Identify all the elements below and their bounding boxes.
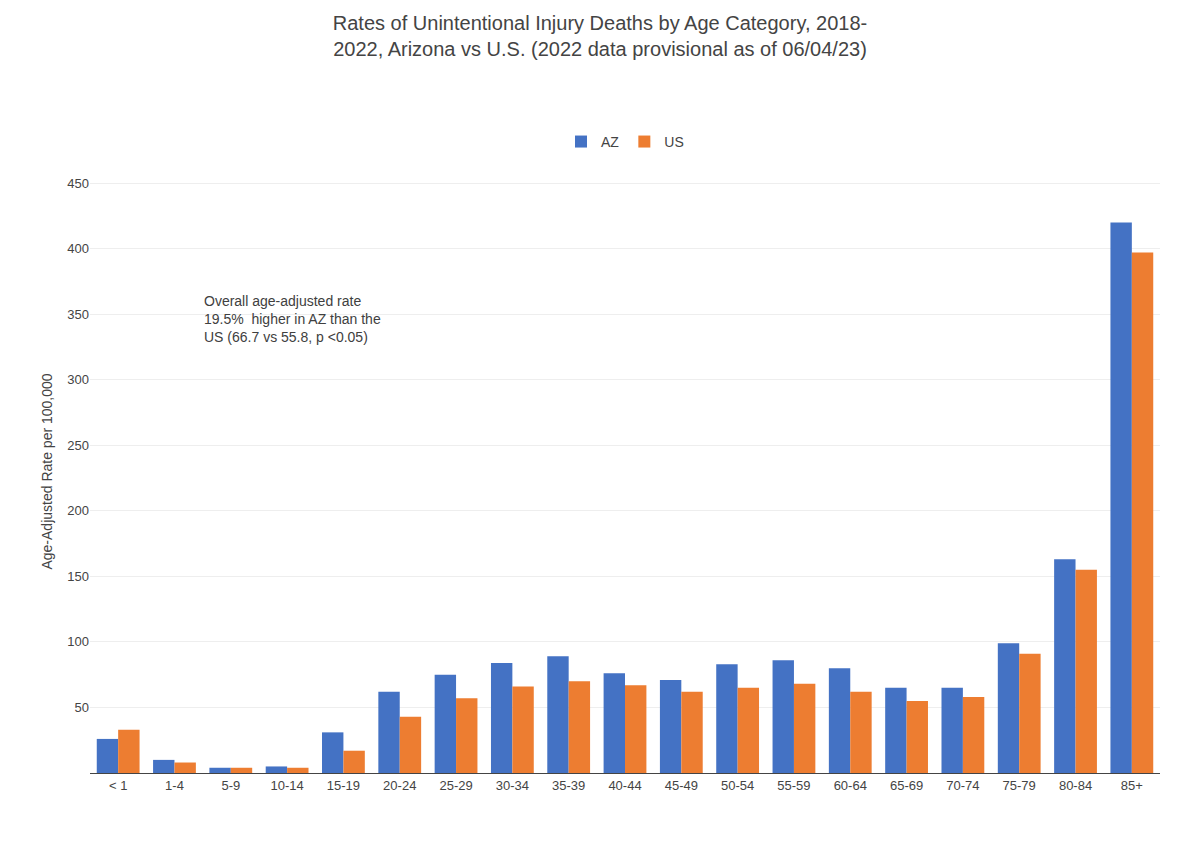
svg-text:55-59: 55-59 [777, 778, 810, 793]
svg-text:65-69: 65-69 [890, 778, 923, 793]
svg-text:40-44: 40-44 [608, 778, 641, 793]
svg-text:85+: 85+ [1121, 778, 1143, 793]
svg-text:300: 300 [67, 372, 89, 387]
svg-text:35-39: 35-39 [552, 778, 585, 793]
svg-text:Age-Adjusted Rate per 100,000: Age-Adjusted Rate per 100,000 [39, 373, 55, 569]
svg-text:100: 100 [67, 634, 89, 649]
svg-text:450: 450 [67, 176, 89, 191]
svg-text:15-19: 15-19 [327, 778, 360, 793]
svg-text:150: 150 [67, 569, 89, 584]
svg-text:250: 250 [67, 438, 89, 453]
svg-text:Overall age-adjusted rate19.5%: Overall age-adjusted rate19.5% higher in… [204, 293, 381, 345]
svg-text:60-64: 60-64 [834, 778, 867, 793]
svg-text:50-54: 50-54 [721, 778, 754, 793]
svg-text:50: 50 [75, 700, 89, 715]
svg-text:25-29: 25-29 [439, 778, 472, 793]
svg-text:75-79: 75-79 [1003, 778, 1036, 793]
svg-text:US: US [664, 134, 683, 150]
svg-text:AZ: AZ [601, 134, 619, 150]
svg-text:80-84: 80-84 [1059, 778, 1092, 793]
svg-text:< 1: < 1 [109, 778, 127, 793]
svg-text:20-24: 20-24 [383, 778, 416, 793]
svg-text:70-74: 70-74 [946, 778, 979, 793]
svg-text:5-9: 5-9 [221, 778, 240, 793]
svg-text:10-14: 10-14 [270, 778, 303, 793]
svg-text:200: 200 [67, 503, 89, 518]
svg-text:350: 350 [67, 307, 89, 322]
svg-text:Rates of Unintentional Injury: Rates of Unintentional Injury Deaths by … [333, 12, 867, 60]
svg-text:30-34: 30-34 [496, 778, 529, 793]
svg-text:1-4: 1-4 [165, 778, 184, 793]
svg-text:45-49: 45-49 [665, 778, 698, 793]
svg-text:400: 400 [67, 241, 89, 256]
